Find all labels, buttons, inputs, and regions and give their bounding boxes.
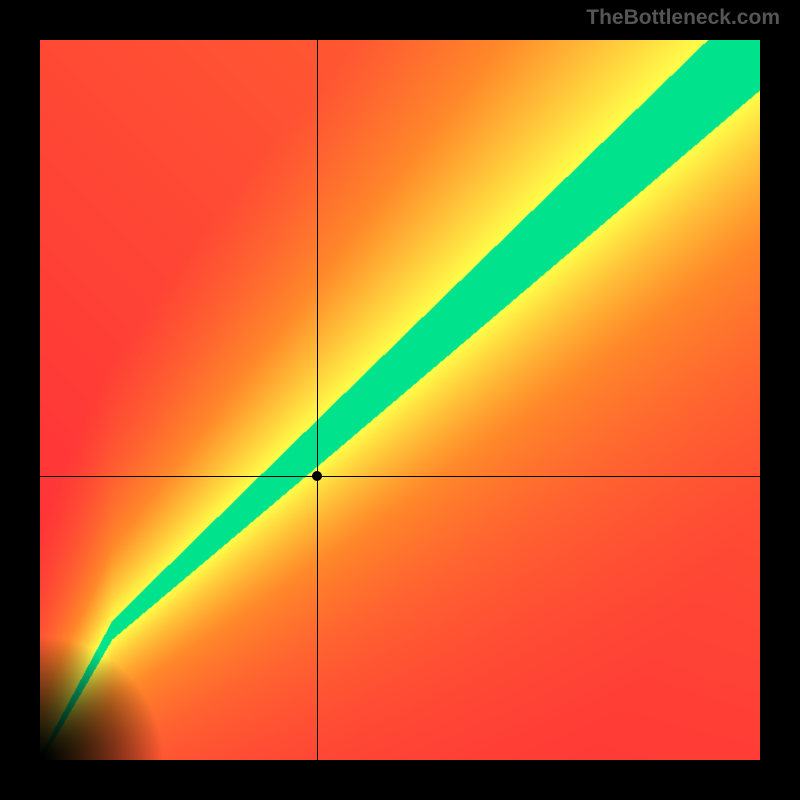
chart-container: TheBottleneck.com xyxy=(0,0,800,800)
crosshair-vertical xyxy=(317,40,318,760)
heatmap-canvas xyxy=(40,40,760,760)
plot-area xyxy=(40,40,760,760)
marker-dot xyxy=(312,471,322,481)
crosshair-horizontal xyxy=(40,476,760,477)
attribution-text: TheBottleneck.com xyxy=(586,6,780,30)
